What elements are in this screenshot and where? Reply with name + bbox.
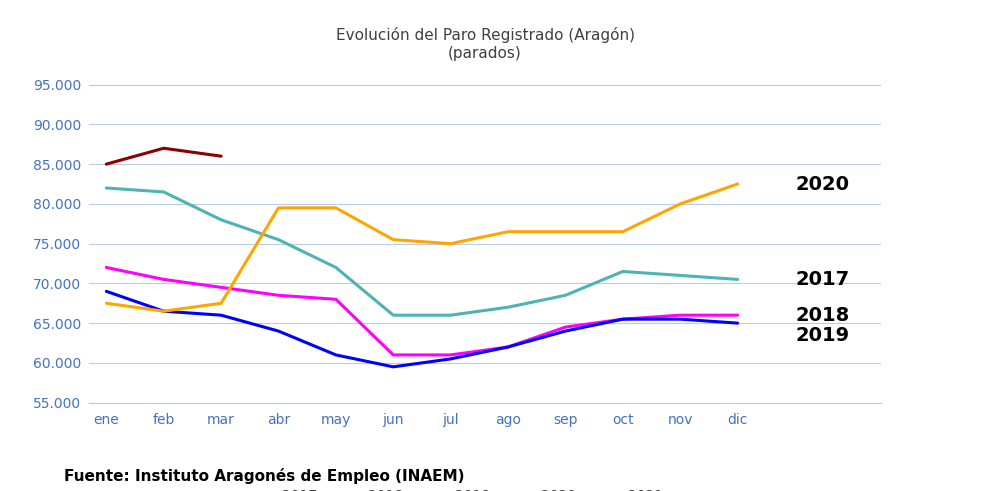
Text: Fuente: Instituto Aragonés de Empleo (INAEM): Fuente: Instituto Aragonés de Empleo (IN… — [64, 468, 465, 484]
Text: 2017: 2017 — [795, 270, 849, 289]
Text: 2019: 2019 — [795, 326, 849, 345]
Title: Evolución del Paro Registrado (Aragón)
(parados): Evolución del Paro Registrado (Aragón) (… — [336, 27, 635, 60]
Text: 2020: 2020 — [795, 174, 849, 193]
Legend: 2017, 2018, 2019, 2020, 2021: 2017, 2018, 2019, 2020, 2021 — [239, 483, 668, 491]
Text: 2018: 2018 — [795, 306, 849, 325]
